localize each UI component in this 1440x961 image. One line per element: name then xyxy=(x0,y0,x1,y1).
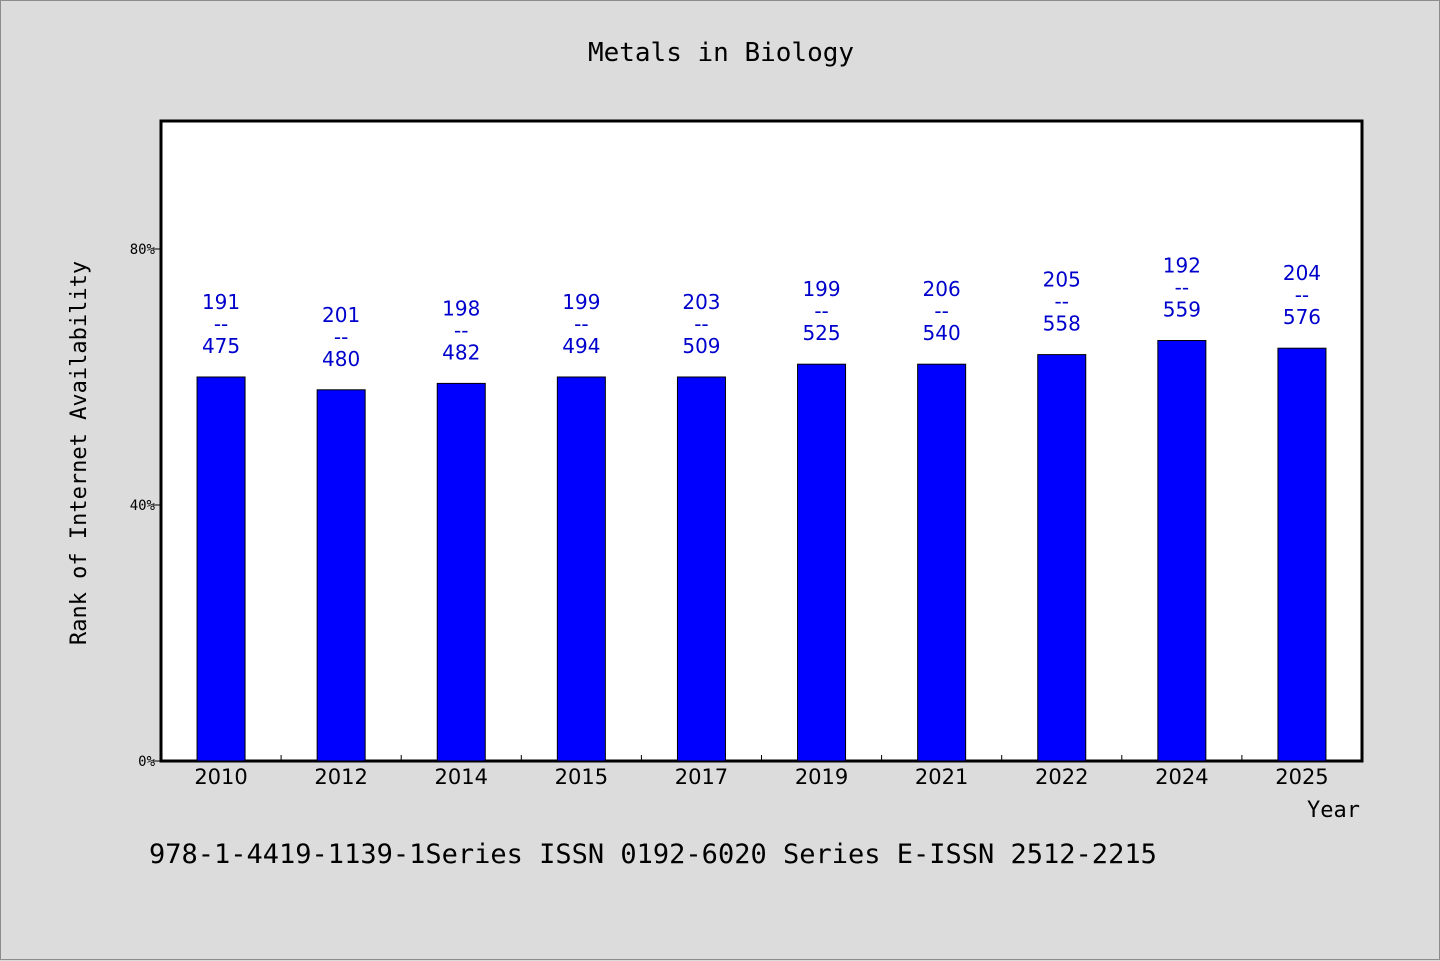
data-label-2012: 201 xyxy=(322,303,360,327)
data-label-2017: 203 xyxy=(682,290,720,314)
bar-2024 xyxy=(1157,340,1207,762)
x-tick-label: 2024 xyxy=(1155,765,1208,789)
data-labels: 191--475201--480198--482199--494203--509… xyxy=(202,254,1321,371)
data-label-2025: -- xyxy=(1295,283,1309,307)
data-label-2015: 494 xyxy=(562,334,600,358)
bar-2021 xyxy=(917,363,967,762)
bar-2025 xyxy=(1277,347,1327,762)
bar-2019 xyxy=(797,363,847,762)
data-label-2021: 540 xyxy=(923,321,961,345)
data-label-2021: -- xyxy=(934,299,948,323)
bar-2022 xyxy=(1037,354,1087,762)
chart-title: Metals in Biology xyxy=(588,38,854,68)
data-label-2022: -- xyxy=(1055,290,1069,314)
y-tick-label: 0% xyxy=(138,754,155,770)
data-label-2019: 525 xyxy=(802,321,840,345)
data-label-2015: -- xyxy=(574,312,588,336)
data-label-2017: 509 xyxy=(682,334,720,358)
x-tick-label: 2015 xyxy=(555,765,608,789)
data-label-2019: 199 xyxy=(802,277,840,301)
x-axis-label: Year xyxy=(1307,798,1360,823)
bar-2014 xyxy=(436,382,486,762)
data-label-2022: 205 xyxy=(1043,268,1081,292)
data-label-2010: 475 xyxy=(202,334,240,358)
data-label-2012: -- xyxy=(334,325,348,349)
footer-text: 978-1-4419-1139-1Series ISSN 0192-6020 S… xyxy=(149,839,1157,870)
x-tick-label: 2012 xyxy=(314,765,367,789)
data-label-2019: -- xyxy=(814,299,828,323)
x-tick-label: 2014 xyxy=(435,765,488,789)
x-tick-label: 2025 xyxy=(1275,765,1328,789)
y-tick-label: 40% xyxy=(130,498,156,514)
data-label-2024: 559 xyxy=(1163,298,1201,322)
data-label-2024: -- xyxy=(1175,276,1189,300)
data-label-2014: -- xyxy=(454,318,468,342)
bar-2015 xyxy=(556,376,606,762)
bar-series xyxy=(196,340,1327,762)
y-tick-label: 80% xyxy=(130,242,156,258)
bar-2012 xyxy=(316,389,366,762)
y-axis-label: Rank of Internet Availability xyxy=(67,261,92,645)
bar-2010 xyxy=(196,376,246,762)
x-tick-label: 2017 xyxy=(675,765,728,789)
data-label-2014: 482 xyxy=(442,340,480,364)
y-axis: 0% 40% 80% xyxy=(130,242,161,770)
data-label-2010: -- xyxy=(214,312,228,336)
data-label-2024: 192 xyxy=(1163,254,1201,278)
x-tick-label: 2021 xyxy=(915,765,968,789)
data-label-2022: 558 xyxy=(1043,312,1081,336)
x-tick-label: 2010 xyxy=(194,765,247,789)
data-label-2025: 204 xyxy=(1283,261,1321,285)
data-label-2017: -- xyxy=(694,312,708,336)
x-tick-label: 2019 xyxy=(795,765,848,789)
data-label-2012: 480 xyxy=(322,347,360,371)
data-label-2014: 198 xyxy=(442,296,480,320)
x-tick-label: 2022 xyxy=(1035,765,1088,789)
data-label-2021: 206 xyxy=(923,277,961,301)
x-axis: 2010 2012 2014 2015 2017 2019 2021 2022 2024 2025 xyxy=(194,755,1329,789)
data-label-2025: 576 xyxy=(1283,305,1321,329)
data-label-2015: 199 xyxy=(562,290,600,314)
data-label-2010: 191 xyxy=(202,290,240,314)
bar-2017 xyxy=(676,376,726,762)
